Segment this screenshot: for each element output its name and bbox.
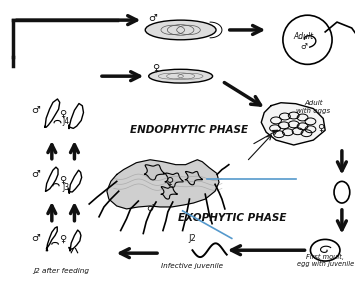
Text: ♀: ♀ [59, 108, 66, 119]
Text: J4: J4 [62, 117, 69, 126]
Text: Adult
♂: Adult ♂ [293, 32, 314, 51]
Polygon shape [185, 171, 202, 185]
Text: First moult,
egg with juvenile: First moult, egg with juvenile [297, 254, 354, 267]
Text: J3: J3 [62, 183, 69, 192]
Text: EXOPHYTIC PHASE: EXOPHYTIC PHASE [177, 213, 286, 223]
Text: ♀: ♀ [153, 62, 159, 72]
Ellipse shape [149, 69, 213, 83]
Polygon shape [161, 187, 177, 199]
Polygon shape [165, 173, 183, 187]
Text: ♀: ♀ [317, 122, 324, 132]
Text: Adult
with eggs: Adult with eggs [296, 100, 330, 114]
Text: ♂: ♂ [31, 233, 40, 243]
Text: Infective juvenile: Infective juvenile [161, 263, 224, 269]
Text: ♀: ♀ [166, 176, 174, 186]
Text: ♂: ♂ [31, 105, 40, 115]
Text: J2 after feeding: J2 after feeding [33, 268, 90, 274]
Text: ♂: ♂ [146, 203, 154, 213]
Polygon shape [261, 103, 325, 145]
Text: ♀: ♀ [59, 174, 66, 184]
Text: ENDOPHYTIC PHASE: ENDOPHYTIC PHASE [130, 125, 248, 135]
Text: ♂: ♂ [149, 13, 157, 23]
Text: J2: J2 [189, 234, 196, 243]
Polygon shape [107, 160, 219, 209]
Text: ♂: ♂ [31, 169, 40, 180]
Ellipse shape [145, 20, 216, 40]
Text: ♀: ♀ [59, 233, 66, 243]
Polygon shape [144, 165, 165, 180]
